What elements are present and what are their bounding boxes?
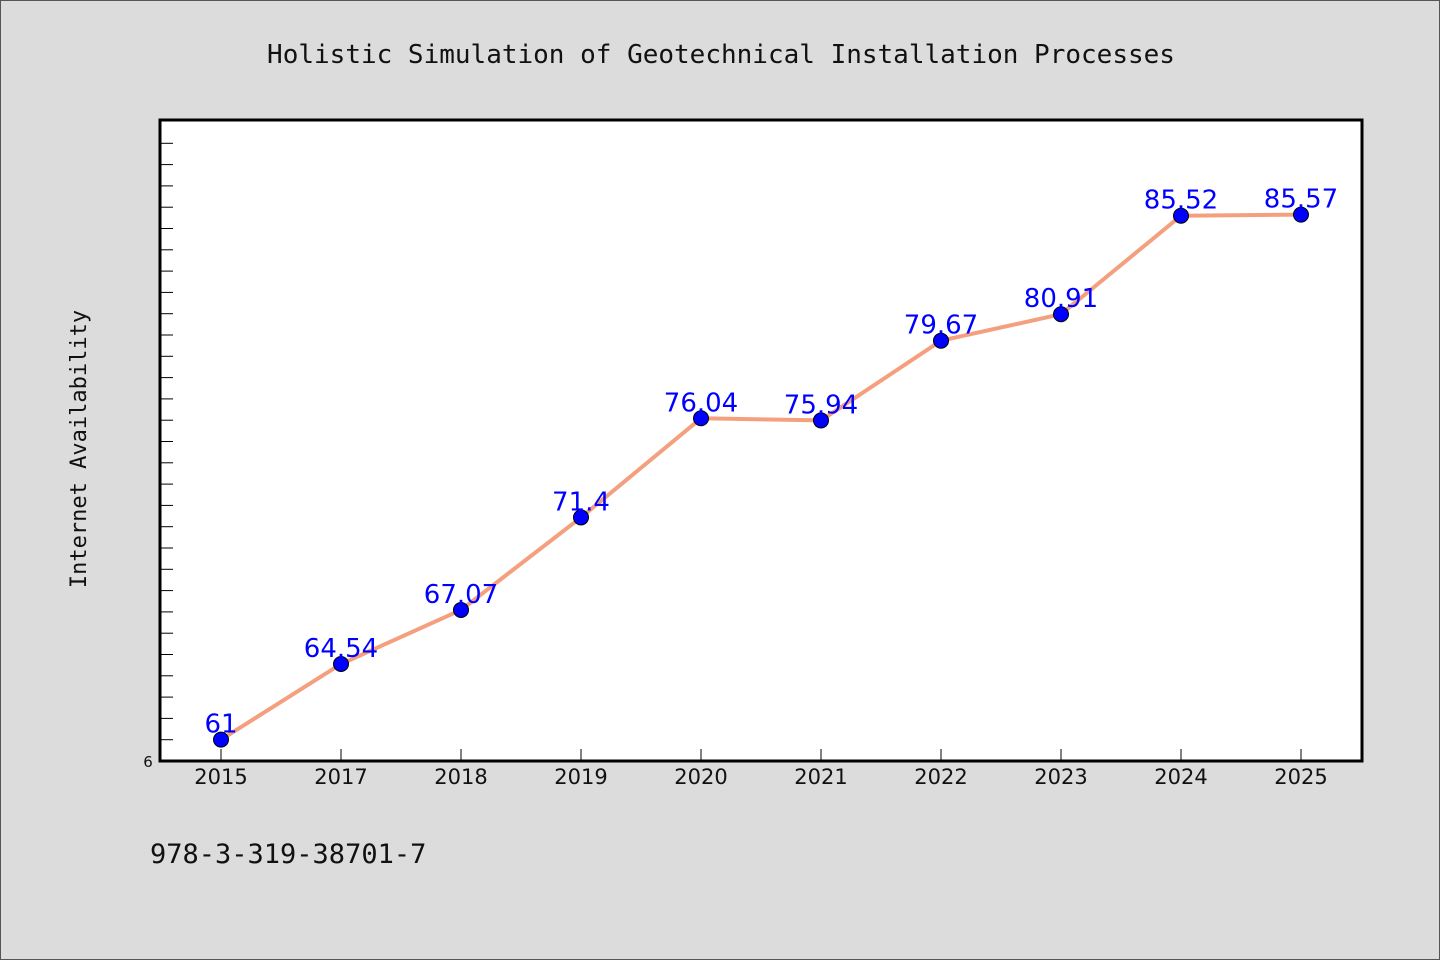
- line-series: [213, 206, 1309, 748]
- data-label: 64.54: [304, 634, 378, 664]
- data-point: [453, 601, 469, 618]
- x-tick-label: 2024: [1154, 765, 1207, 789]
- data-point: [693, 410, 709, 427]
- isbn-text: 978-3-319-38701-7: [150, 839, 426, 870]
- data-label: 85.52: [1144, 186, 1218, 216]
- data-label: 79.67: [904, 311, 978, 341]
- data-point: [933, 332, 949, 349]
- data-label: 67.07: [424, 580, 498, 610]
- data-point: [213, 731, 229, 748]
- data-labels: 61 64.54 67.07 71.4 76.04 75.94 79.67 80.91 85.5…: [204, 185, 1338, 740]
- y-minor-ticks: [159, 142, 173, 741]
- y-axis-label: Internet Availability: [67, 310, 92, 588]
- x-tick-label: 2021: [794, 765, 847, 789]
- x-tick-label: 2023: [1034, 765, 1087, 789]
- data-label: 61: [204, 710, 237, 740]
- x-axis-tick-labels: 2015 2017 2018 2019 2020 2021 2022 2023 2024 2025: [194, 765, 1327, 789]
- series-line: [219, 212, 1302, 742]
- x-tick-label: 2019: [554, 765, 607, 789]
- data-point: [1173, 207, 1189, 224]
- data-label: 71.4: [552, 487, 610, 517]
- x-tick-label: 2025: [1274, 765, 1327, 789]
- data-label: 76.04: [664, 388, 738, 418]
- x-tick-label: 2020: [674, 765, 727, 789]
- data-point: [813, 412, 829, 429]
- data-point: [1293, 206, 1309, 223]
- data-point: [1053, 306, 1069, 323]
- chart-title: Holistic Simulation of Geotechnical Inst…: [267, 40, 1175, 70]
- data-label: 85.57: [1264, 185, 1338, 215]
- data-point: [333, 655, 349, 672]
- x-tick-label: 2022: [914, 765, 967, 789]
- x-tick-label: 2017: [314, 765, 367, 789]
- x-tick-label: 2018: [434, 765, 487, 789]
- data-label: 80.91: [1024, 284, 1098, 314]
- data-point: [573, 509, 589, 526]
- data-label: 75.94: [784, 390, 858, 420]
- x-axis-ticks: [220, 749, 1302, 761]
- y-tick-label: 6: [143, 753, 153, 771]
- x-tick-label: 2015: [194, 765, 247, 789]
